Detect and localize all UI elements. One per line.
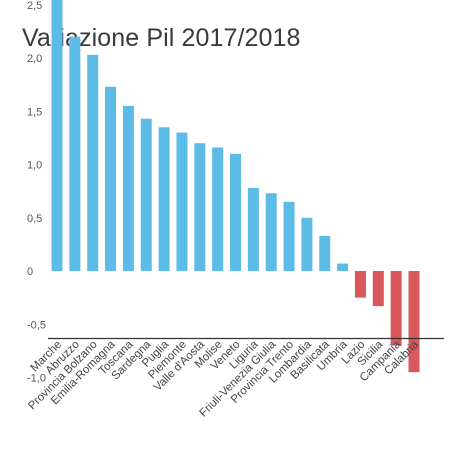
bar-20 <box>408 271 420 373</box>
bar-12 <box>265 193 277 271</box>
y-tick-label: 2,5 <box>27 0 42 12</box>
bar-4 <box>122 105 134 271</box>
bar-15 <box>319 235 331 271</box>
y-tick-label: 0 <box>27 266 33 278</box>
bar-13 <box>283 201 295 271</box>
y-tick-label: 1,5 <box>27 106 42 118</box>
chart-title: Variazione Pil 2017/2018 <box>22 24 301 52</box>
bar-16 <box>337 263 349 272</box>
bar-19 <box>390 271 402 346</box>
y-tick-label: 2,0 <box>27 53 42 65</box>
bar-1 <box>69 36 81 272</box>
bar-3 <box>105 86 117 271</box>
bar-14 <box>301 217 313 271</box>
bar-5 <box>140 118 152 272</box>
bar-8 <box>194 143 206 271</box>
bar-6 <box>158 127 170 271</box>
bar-11 <box>247 187 259 271</box>
bar-17 <box>354 271 366 298</box>
y-tick-label: -0,5 <box>27 319 46 331</box>
y-tick-label: -1,0 <box>27 373 46 385</box>
bar-0 <box>51 0 63 272</box>
bar-7 <box>176 132 188 271</box>
y-tick-label: 0,5 <box>27 213 42 225</box>
bar-18 <box>372 271 384 307</box>
bar-9 <box>212 147 224 271</box>
bar-2 <box>87 54 99 272</box>
y-tick-label: 1,0 <box>27 160 42 172</box>
bar-10 <box>230 153 241 271</box>
